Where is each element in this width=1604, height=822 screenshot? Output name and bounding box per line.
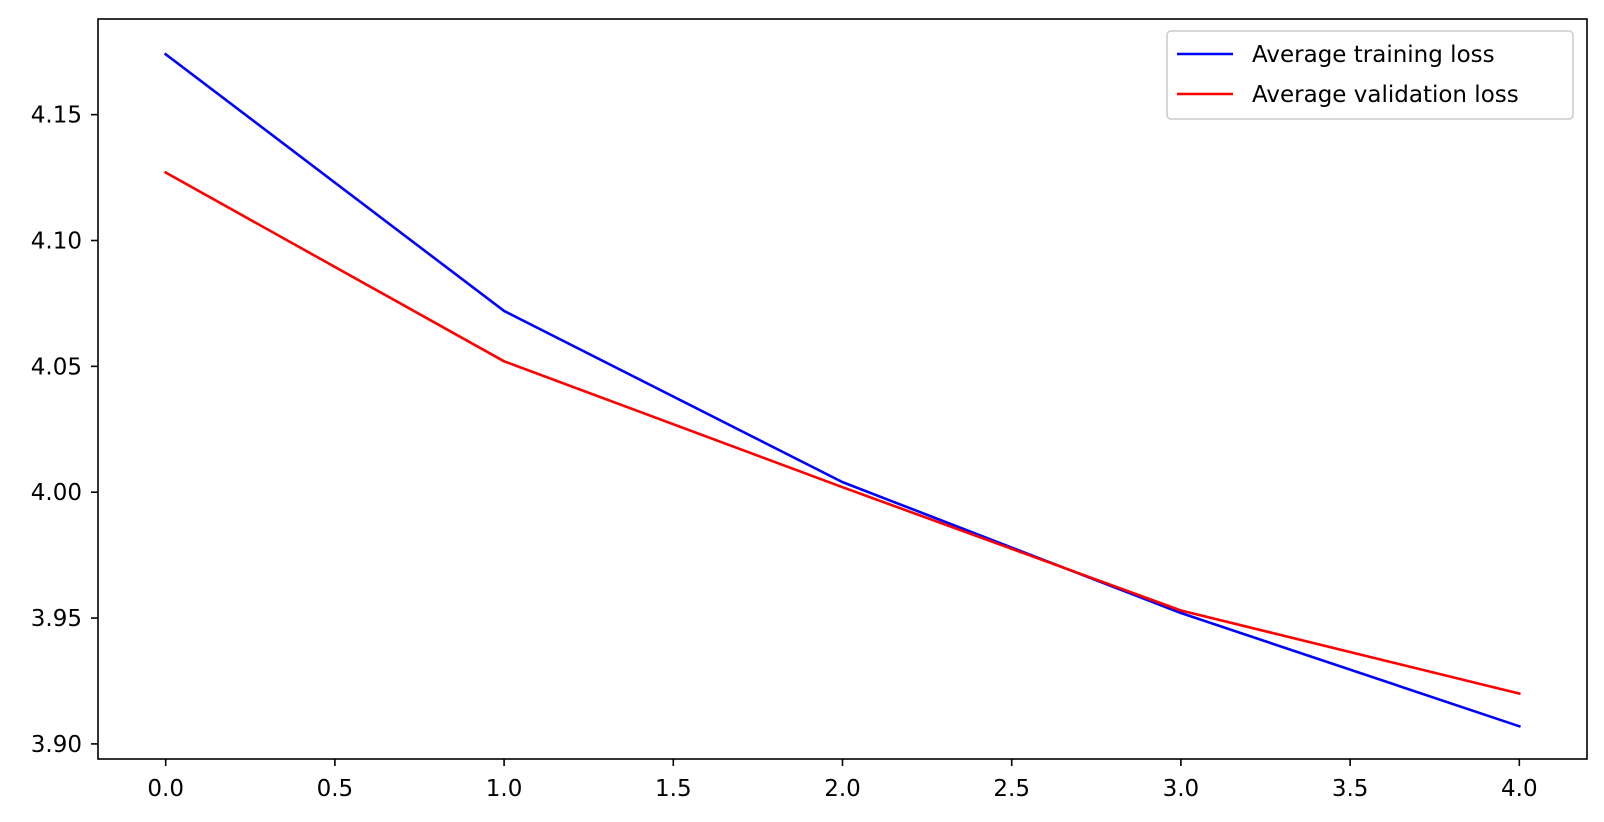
- x-tick-label: 3.5: [1332, 776, 1369, 802]
- x-tick-label: 0.0: [147, 776, 184, 802]
- x-tick-label: 4.0: [1501, 776, 1538, 802]
- y-tick-label: 4.10: [31, 228, 82, 254]
- x-tick-label: 0.5: [317, 776, 354, 802]
- legend-label: Average validation loss: [1252, 82, 1519, 108]
- x-axis: 0.0 0.5 1.0 1.5 2.0 2.5 3.0 3.5 4.0: [147, 759, 1538, 802]
- series-layer: [163, 52, 1521, 728]
- legend: Average training loss Average validation …: [1166, 30, 1574, 120]
- legend-box: [1166, 30, 1574, 120]
- x-tick-label: 1.5: [655, 776, 692, 802]
- y-tick-label: 4.15: [31, 103, 82, 129]
- y-axis: 3.90 3.95 4.00 4.05 4.10 4.15: [31, 103, 98, 758]
- x-tick-label: 2.5: [993, 776, 1030, 802]
- y-tick-label: 4.05: [31, 354, 82, 380]
- x-tick-label: 2.0: [824, 776, 861, 802]
- x-tick-label: 3.0: [1163, 776, 1200, 802]
- x-tick-label: 1.0: [486, 776, 523, 802]
- y-tick-label: 4.00: [31, 480, 82, 506]
- y-tick-label: 3.90: [31, 732, 82, 758]
- y-tick-label: 3.95: [31, 606, 82, 632]
- legend-label: Average training loss: [1252, 42, 1495, 68]
